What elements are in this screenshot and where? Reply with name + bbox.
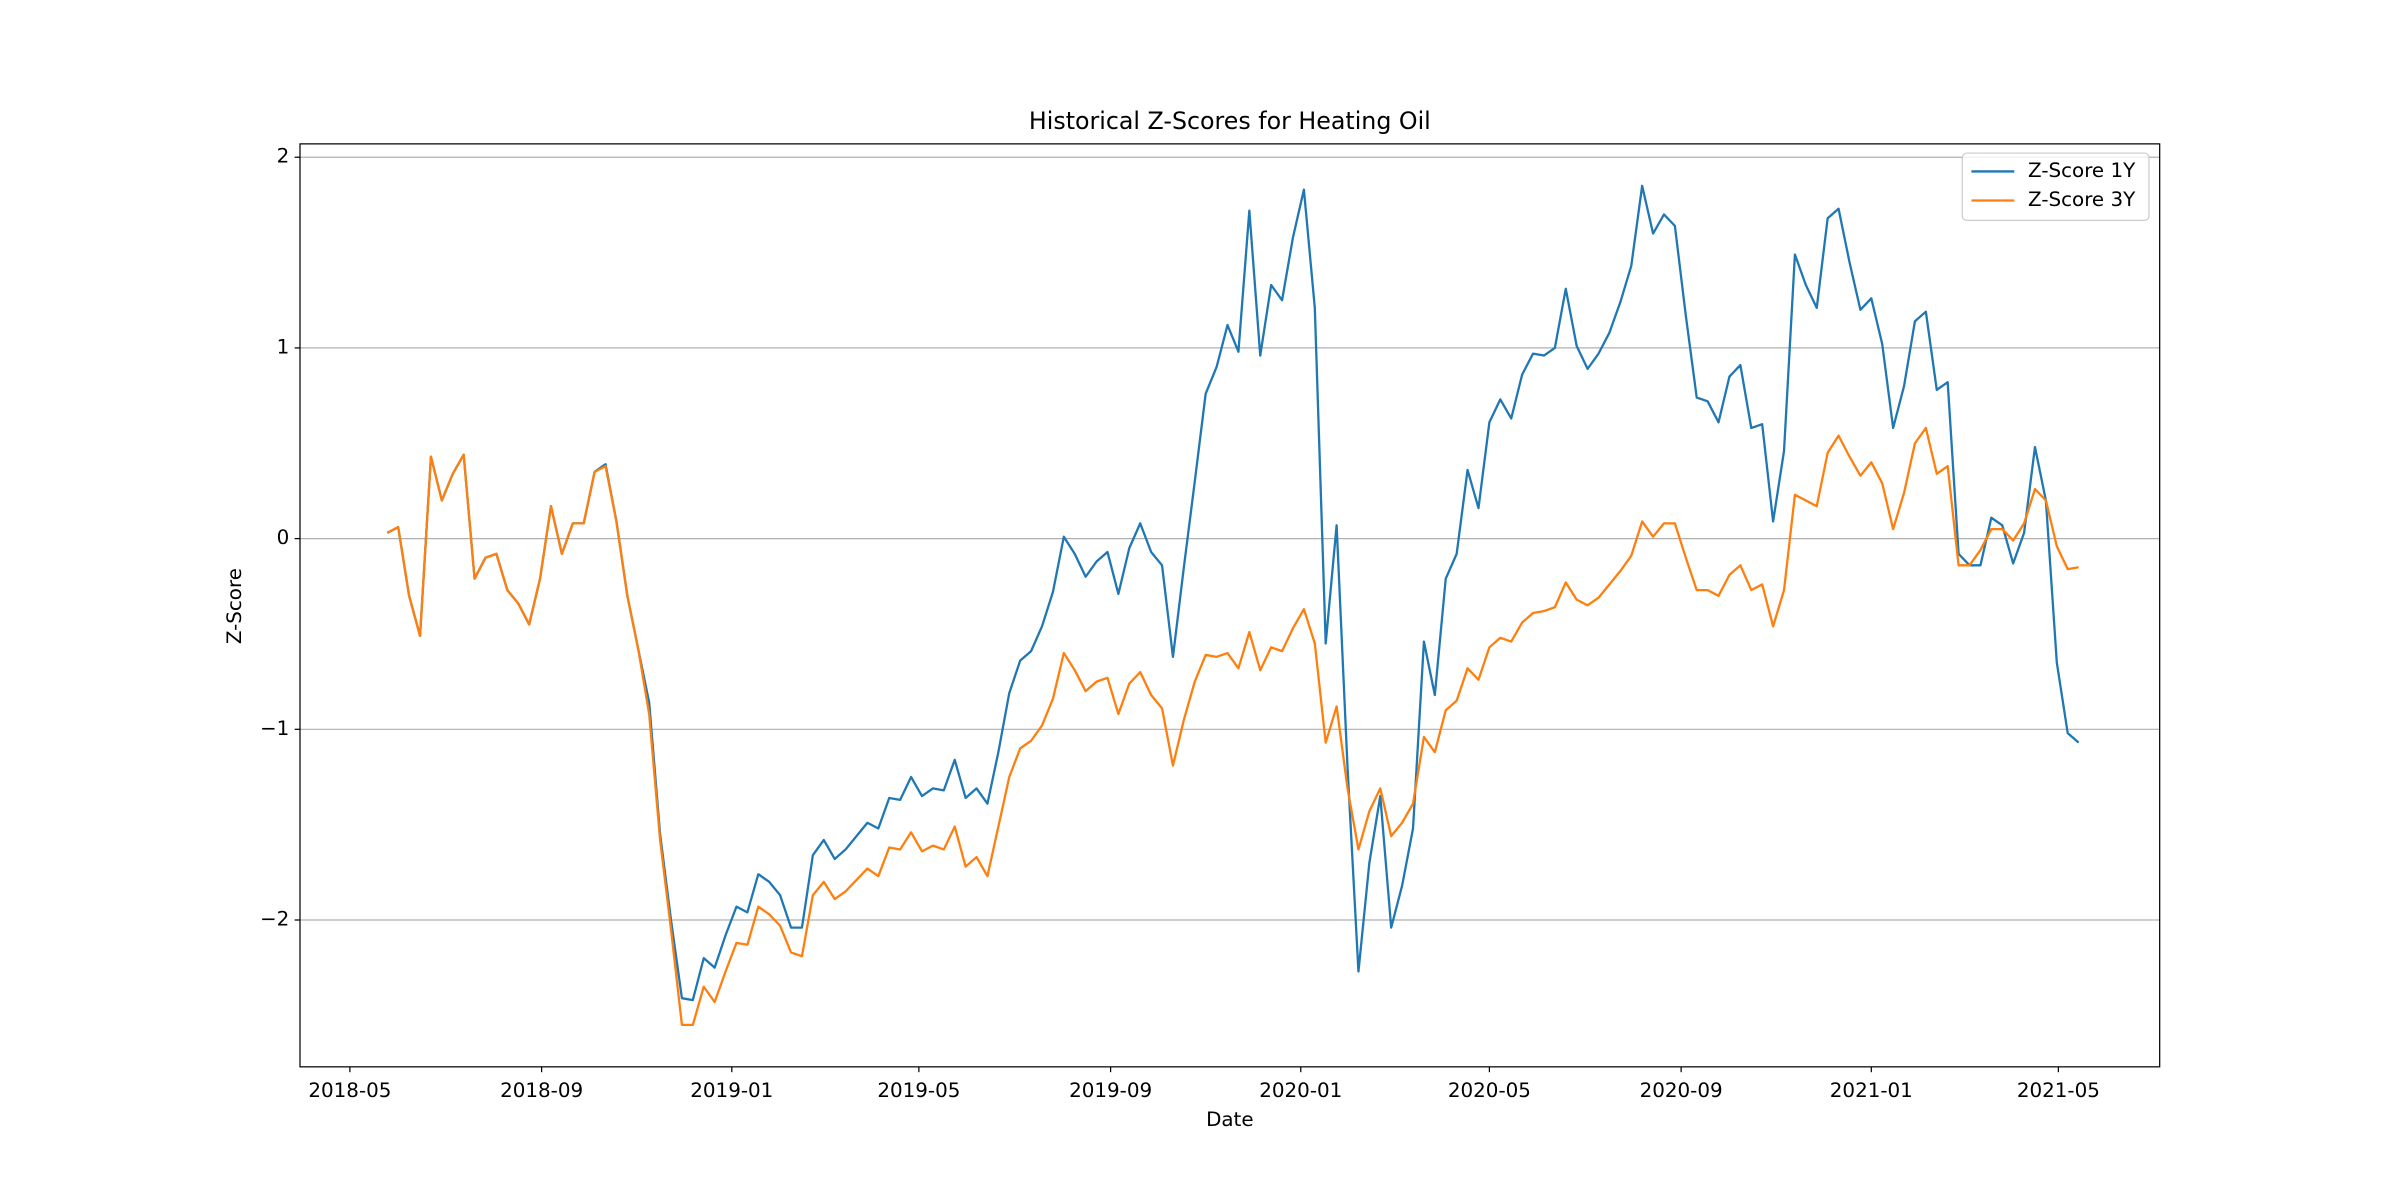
- series-line: [386, 426, 2079, 1027]
- x-tick-label: 2019-01: [690, 1079, 773, 1102]
- y-axis-label: Z-Score: [223, 568, 246, 644]
- x-tick-label: 2021-05: [2017, 1079, 2100, 1102]
- x-tick-label: 2021-01: [1830, 1079, 1913, 1102]
- y-tick-label: 1: [277, 335, 290, 358]
- y-tick-label: −1: [260, 717, 289, 740]
- legend-box: [1961, 152, 2150, 222]
- y-tick-label: 0: [277, 526, 290, 549]
- x-tick-label: 2019-05: [877, 1079, 960, 1102]
- legend: Z-Score 1Y Z-Score 3Y: [1961, 152, 2150, 222]
- y-tick-label: 2: [277, 145, 290, 168]
- x-axis-label: Date: [1206, 1108, 1254, 1131]
- chart-title: Historical Z-Scores for Heating Oil: [1029, 107, 1431, 135]
- x-tick-label: 2018-09: [500, 1079, 583, 1102]
- x-tick-label: 2019-09: [1069, 1079, 1152, 1102]
- y-tick-label: −2: [260, 908, 289, 931]
- plot-frame: [299, 143, 2161, 1068]
- x-tick-label: 2020-09: [1640, 1079, 1723, 1102]
- x-tick-label: 2020-05: [1448, 1079, 1531, 1102]
- x-tick-label: 2018-05: [308, 1079, 391, 1102]
- legend-label: Z-Score 3Y: [2028, 188, 2136, 211]
- legend-label: Z-Score 1Y: [2028, 159, 2136, 182]
- x-tick-label: 2020-01: [1259, 1079, 1342, 1102]
